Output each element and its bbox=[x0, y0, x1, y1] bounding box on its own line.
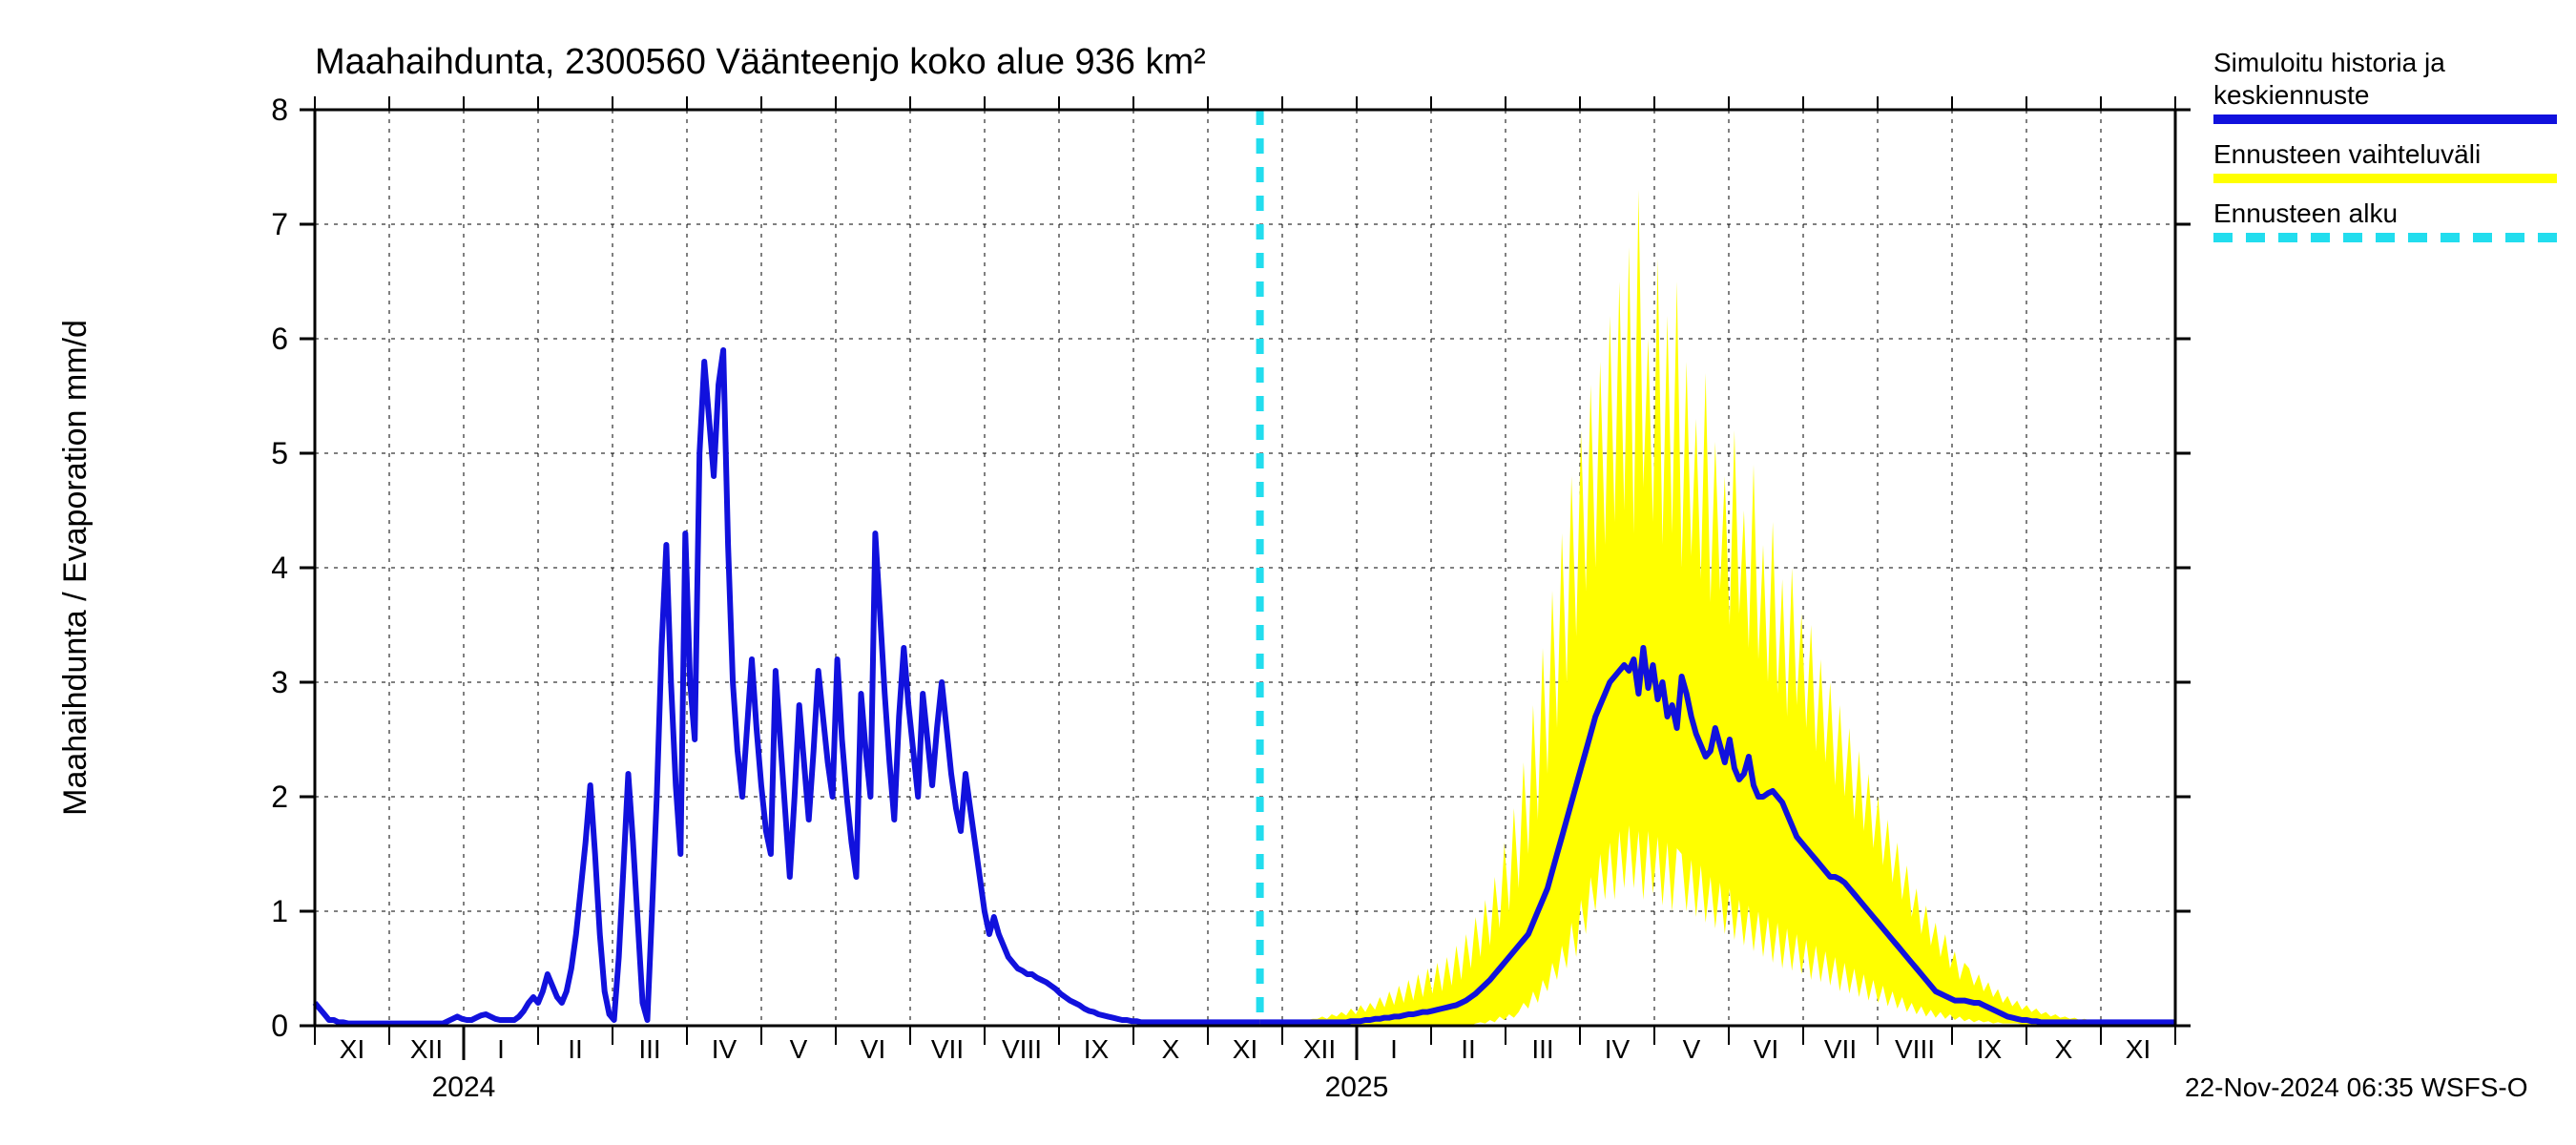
y-axis-label: Maahaihdunta / Evaporation mm/d bbox=[57, 320, 93, 816]
chart-svg: 012345678XIXIIIIIIIIIVVVIVIIVIIIIXXXIXII… bbox=[0, 0, 2576, 1145]
ytick-label: 0 bbox=[271, 1009, 288, 1043]
month-label: V bbox=[790, 1034, 808, 1064]
month-label: I bbox=[497, 1034, 505, 1064]
ytick-label: 4 bbox=[271, 551, 288, 585]
month-label: IV bbox=[1605, 1034, 1631, 1064]
month-label: VIII bbox=[1895, 1034, 1935, 1064]
month-label: XII bbox=[410, 1034, 443, 1064]
month-label: IV bbox=[712, 1034, 737, 1064]
ytick-label: 2 bbox=[271, 780, 288, 814]
month-label: VI bbox=[1754, 1034, 1778, 1064]
month-label: VII bbox=[931, 1034, 964, 1064]
month-label: VI bbox=[861, 1034, 885, 1064]
year-label: 2025 bbox=[1325, 1072, 1389, 1103]
month-label: X bbox=[2055, 1034, 2073, 1064]
month-label: XI bbox=[2126, 1034, 2150, 1064]
footer-timestamp: 22-Nov-2024 06:35 WSFS-O bbox=[2185, 1072, 2528, 1102]
month-label: V bbox=[1683, 1034, 1701, 1064]
month-label: XI bbox=[340, 1034, 364, 1064]
year-label: 2024 bbox=[432, 1072, 496, 1103]
month-label: IX bbox=[1084, 1034, 1110, 1064]
ytick-label: 7 bbox=[271, 207, 288, 241]
month-label: XII bbox=[1303, 1034, 1336, 1064]
legend-sim-l2: keskiennuste bbox=[2213, 80, 2369, 110]
month-label: VII bbox=[1824, 1034, 1857, 1064]
month-label: IX bbox=[1977, 1034, 2003, 1064]
chart-title: Maahaihdunta, 2300560 Väänteenjo koko al… bbox=[315, 42, 1206, 82]
month-label: III bbox=[638, 1034, 660, 1064]
ytick-label: 1 bbox=[271, 894, 288, 928]
month-label: VIII bbox=[1002, 1034, 1042, 1064]
ytick-label: 8 bbox=[271, 93, 288, 127]
month-label: II bbox=[568, 1034, 583, 1064]
ytick-label: 6 bbox=[271, 322, 288, 356]
chart-bg bbox=[0, 0, 2576, 1145]
ytick-label: 5 bbox=[271, 436, 288, 470]
month-label: III bbox=[1531, 1034, 1553, 1064]
month-label: I bbox=[1390, 1034, 1398, 1064]
ytick-label: 3 bbox=[271, 665, 288, 699]
month-label: XI bbox=[1233, 1034, 1257, 1064]
legend-range: Ennusteen vaihteluväli bbox=[2213, 139, 2481, 169]
month-label: II bbox=[1461, 1034, 1476, 1064]
legend-sim-l1: Simuloitu historia ja bbox=[2213, 48, 2445, 77]
chart-container: 012345678XIXIIIIIIIIIVVVIVIIVIIIIXXXIXII… bbox=[0, 0, 2576, 1145]
legend-fstart: Ennusteen alku bbox=[2213, 198, 2398, 228]
month-label: X bbox=[1162, 1034, 1180, 1064]
